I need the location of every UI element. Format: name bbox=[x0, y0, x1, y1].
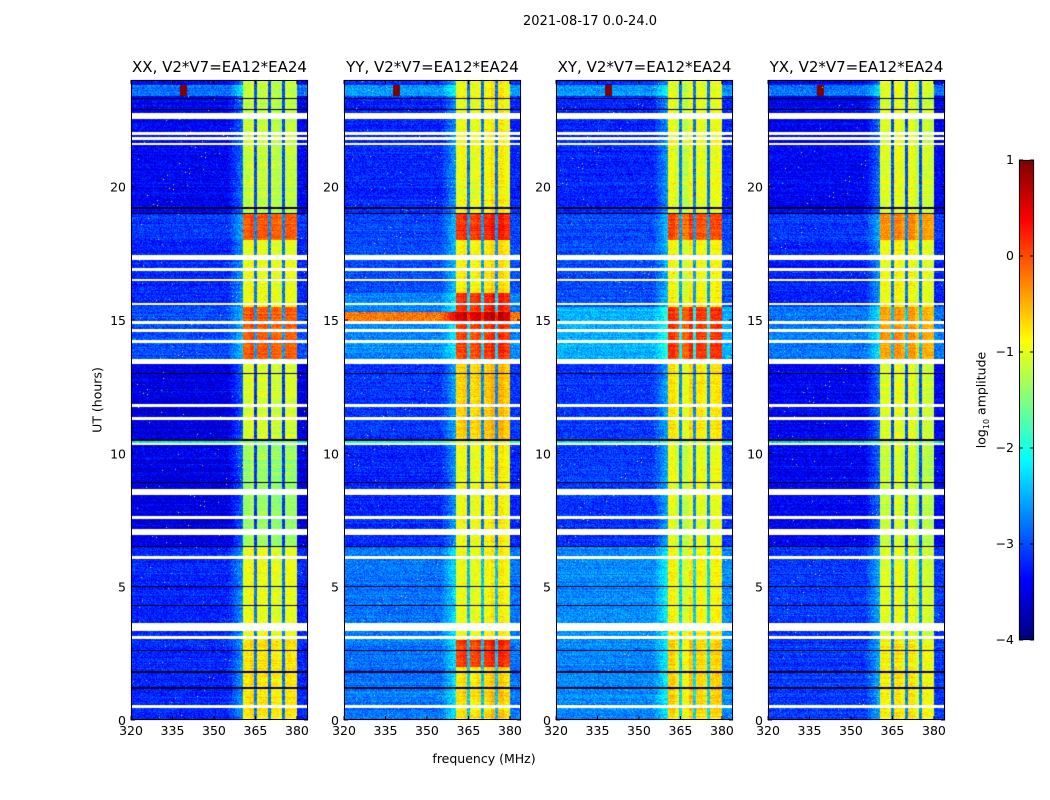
x-tick-label: 350 bbox=[627, 723, 651, 738]
x-tick-label: 320 bbox=[544, 723, 568, 738]
x-tick-label: 335 bbox=[586, 723, 610, 738]
x-tick-label: 335 bbox=[798, 723, 822, 738]
colorbar-tick-label: 0 bbox=[1006, 248, 1014, 263]
y-tick-label: 10 bbox=[323, 446, 339, 461]
x-tick-label: 380 bbox=[498, 723, 522, 738]
x-tick-label: 320 bbox=[756, 723, 780, 738]
colorbar-frame bbox=[1019, 160, 1034, 640]
panel-frame-yy bbox=[344, 80, 521, 720]
y-tick-label: 20 bbox=[323, 180, 339, 195]
colorbar-tick-label: −2 bbox=[996, 440, 1014, 455]
panel-frame-xx bbox=[131, 80, 308, 720]
x-tick-label: 380 bbox=[922, 723, 946, 738]
x-axis-label: frequency (MHz) bbox=[432, 751, 536, 766]
y-tick-label: 15 bbox=[323, 313, 339, 328]
y-tick-label: 10 bbox=[535, 446, 551, 461]
colorbar-tick-label: 1 bbox=[1006, 152, 1014, 167]
y-tick-label: 15 bbox=[535, 313, 551, 328]
colorbar-tick-label: −3 bbox=[996, 536, 1014, 551]
x-tick-label: 335 bbox=[161, 723, 185, 738]
panel-frame-xy bbox=[556, 80, 733, 720]
y-tick-label: 5 bbox=[543, 580, 551, 595]
y-tick-label: 20 bbox=[747, 180, 763, 195]
colorbar-label-log: log bbox=[973, 429, 989, 449]
colorbar-label-unit: amplitude bbox=[973, 351, 989, 419]
colorbar-tick-label: −4 bbox=[996, 632, 1014, 647]
y-tick-label: 20 bbox=[535, 180, 551, 195]
x-tick-label: 350 bbox=[202, 723, 226, 738]
y-tick-label: 15 bbox=[747, 313, 763, 328]
y-tick-label: 20 bbox=[110, 180, 126, 195]
y-tick-label: 0 bbox=[118, 713, 126, 728]
x-tick-label: 365 bbox=[457, 723, 481, 738]
x-tick-label: 335 bbox=[374, 723, 398, 738]
y-tick-label: 0 bbox=[543, 713, 551, 728]
y-tick-label: 15 bbox=[110, 313, 126, 328]
panel-title-yy: YY, V2*V7=EA12*EA24 bbox=[346, 58, 519, 76]
x-tick-label: 350 bbox=[839, 723, 863, 738]
x-tick-label: 350 bbox=[415, 723, 439, 738]
panel-title-xx: XX, V2*V7=EA12*EA24 bbox=[132, 58, 307, 76]
y-tick-label: 10 bbox=[110, 446, 126, 461]
x-tick-label: 365 bbox=[669, 723, 693, 738]
x-tick-label: 365 bbox=[244, 723, 268, 738]
y-tick-label: 0 bbox=[755, 713, 763, 728]
y-tick-label: 5 bbox=[331, 580, 339, 595]
x-tick-label: 380 bbox=[285, 723, 309, 738]
panel-frame-yx bbox=[768, 80, 945, 720]
y-tick-label: 5 bbox=[118, 580, 126, 595]
x-tick-label: 320 bbox=[332, 723, 356, 738]
y-tick-label: 0 bbox=[331, 713, 339, 728]
x-tick-label: 380 bbox=[710, 723, 734, 738]
y-tick-label: 5 bbox=[755, 580, 763, 595]
panel-title-yx: YX, V2*V7=EA12*EA24 bbox=[769, 58, 944, 76]
y-tick-label: 10 bbox=[747, 446, 763, 461]
colorbar-label: log10 amplitude bbox=[973, 352, 991, 448]
panel-title-xy: XY, V2*V7=EA12*EA24 bbox=[557, 58, 732, 76]
colorbar-label-base: 10 bbox=[981, 418, 991, 430]
x-tick-label: 320 bbox=[119, 723, 143, 738]
x-tick-label: 365 bbox=[881, 723, 905, 738]
y-axis-label: UT (hours) bbox=[89, 367, 105, 433]
colorbar-tick-label: −1 bbox=[996, 344, 1014, 359]
figure-title: 2021-08-17 0.0-24.0 bbox=[523, 14, 657, 29]
